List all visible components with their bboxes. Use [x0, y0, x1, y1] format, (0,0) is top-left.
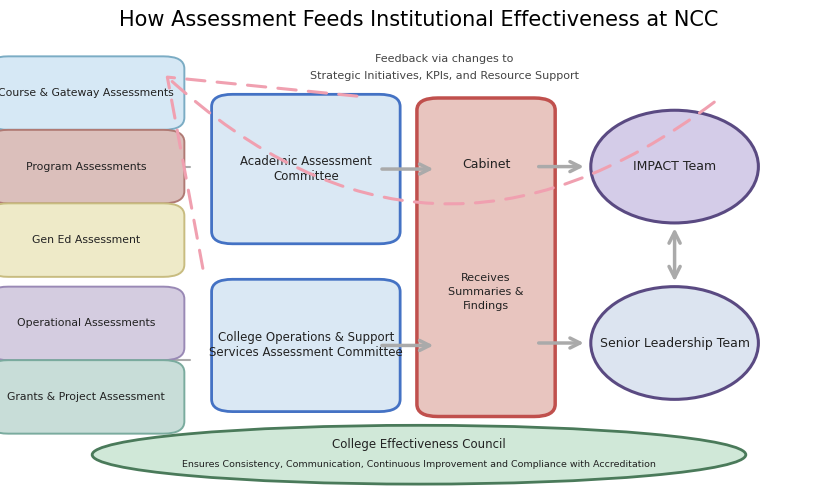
Ellipse shape: [92, 425, 746, 484]
Text: Gen Ed Assessment: Gen Ed Assessment: [32, 235, 140, 245]
Ellipse shape: [591, 287, 758, 399]
Text: College Effectiveness Council: College Effectiveness Council: [332, 439, 506, 451]
Text: Senior Leadership Team: Senior Leadership Team: [600, 337, 749, 349]
FancyBboxPatch shape: [0, 130, 184, 203]
Text: College Operations & Support
Services Assessment Committee: College Operations & Support Services As…: [209, 331, 403, 360]
FancyBboxPatch shape: [211, 94, 400, 244]
Text: Operational Assessments: Operational Assessments: [17, 318, 155, 328]
Text: Ensures Consistency, Communication, Continuous Improvement and Compliance with A: Ensures Consistency, Communication, Cont…: [182, 460, 656, 469]
FancyBboxPatch shape: [0, 287, 184, 360]
FancyArrowPatch shape: [168, 77, 714, 269]
Text: Receives
Summaries &
Findings: Receives Summaries & Findings: [448, 272, 524, 311]
Text: Strategic Initiatives, KPIs, and Resource Support: Strategic Initiatives, KPIs, and Resourc…: [309, 71, 579, 81]
FancyBboxPatch shape: [0, 56, 184, 130]
Text: Cabinet: Cabinet: [462, 158, 510, 171]
Text: Program Assessments: Program Assessments: [26, 162, 146, 172]
Ellipse shape: [591, 110, 758, 223]
Text: Feedback via changes to: Feedback via changes to: [375, 54, 514, 64]
FancyBboxPatch shape: [211, 279, 400, 412]
Text: Academic Assessment
Committee: Academic Assessment Committee: [240, 155, 372, 183]
Text: Course & Gateway Assessments: Course & Gateway Assessments: [0, 88, 173, 98]
Text: IMPACT Team: IMPACT Team: [633, 160, 716, 173]
FancyBboxPatch shape: [416, 98, 555, 416]
FancyBboxPatch shape: [0, 360, 184, 434]
FancyBboxPatch shape: [0, 203, 184, 277]
Text: Grants & Project Assessment: Grants & Project Assessment: [7, 392, 165, 402]
Text: How Assessment Feeds Institutional Effectiveness at NCC: How Assessment Feeds Institutional Effec…: [119, 10, 719, 29]
